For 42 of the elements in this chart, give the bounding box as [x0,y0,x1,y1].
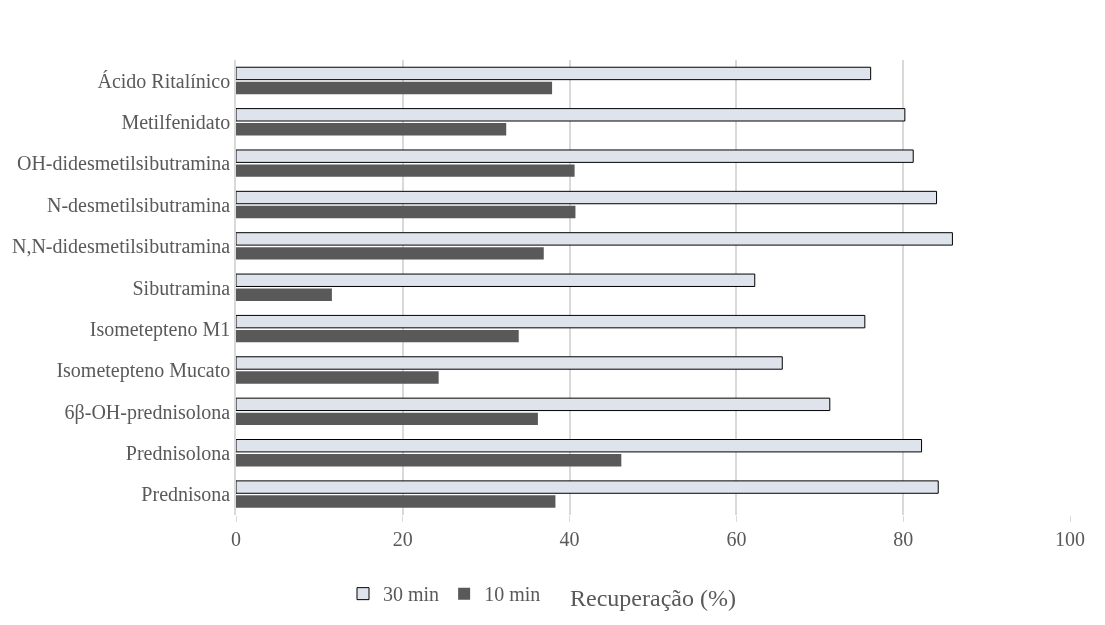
legend-label: 30 min [383,583,440,606]
bar [236,108,906,122]
bar [236,439,923,453]
y-tick-label: Isometepteno Mucato [56,359,231,383]
x-axis-title: Recuperação (%) [570,585,736,612]
bar [236,66,872,81]
y-tick-label: N,N-didesmetilsibutramina [11,235,231,258]
y-tick-label: N-desmetilsibutramina [46,193,231,216]
x-tick-label: 100 [1055,528,1085,550]
bar [236,247,544,260]
x-tick-label: 60 [726,528,747,550]
bar [236,288,332,301]
bar [236,123,507,136]
bar [236,273,756,287]
y-tick-label: Metilfenidato [121,111,231,134]
x-tick-label: 80 [893,528,914,550]
bar [236,164,575,177]
y-tick-label: Prednisolona [125,441,231,464]
y-tick-label: OH-didesmetilsibutramina [16,152,231,175]
bar [236,480,939,494]
bar [236,205,576,219]
bar [236,397,831,412]
legend-label: 10 min [484,583,541,606]
y-tick-label: Isometepteno M1 [89,317,231,341]
bar [236,356,783,370]
bar [236,314,866,329]
bar [236,149,914,163]
y-tick-label: 6β-OH-prednisolona [64,400,231,424]
bar [236,81,553,95]
bar [236,453,622,467]
bar [236,329,519,343]
y-tick-label: Prednisona [141,483,231,506]
bar [236,232,953,246]
x-tick-label: 0 [231,528,241,550]
y-tick-label: Sibutramina [132,276,231,299]
bar [236,190,938,205]
bar [236,371,439,384]
x-tick-label: 40 [559,528,580,550]
x-tick-label: 20 [392,528,413,550]
bar [236,495,556,508]
y-tick-label: Ácido Ritalínico [97,69,231,92]
bar [236,412,538,426]
